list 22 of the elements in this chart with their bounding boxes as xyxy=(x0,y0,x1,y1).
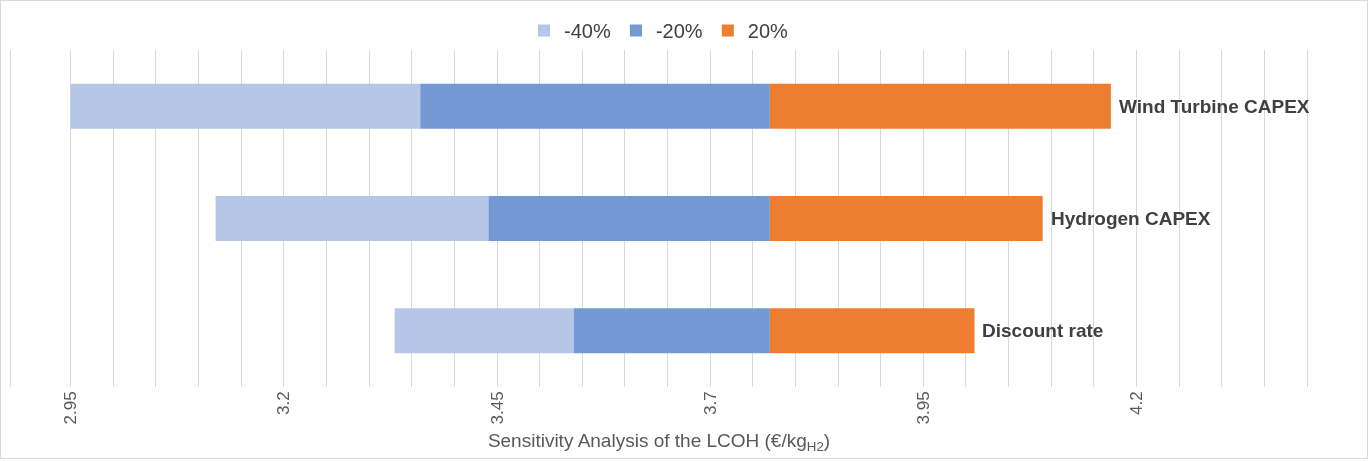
bar xyxy=(769,196,1043,241)
bar xyxy=(769,308,975,354)
y-tick-label: Wind Turbine CAPEX xyxy=(1119,96,1310,117)
x-tick-label: 3.7 xyxy=(700,391,720,416)
x-tick-label: 4.2 xyxy=(1126,391,1146,416)
x-tick-label: 3.2 xyxy=(274,391,294,416)
bar xyxy=(215,196,489,241)
x-axis-title: Sensitivity Analysis of the LCOH (€/kg$_{H2}$) xyxy=(487,430,831,455)
bar xyxy=(420,83,770,129)
bar xyxy=(769,83,1111,129)
y-tick-label: Hydrogen CAPEX xyxy=(1051,208,1211,229)
legend-label: -20% xyxy=(655,20,703,43)
bar xyxy=(394,308,574,354)
legend-label: 20% xyxy=(747,20,789,43)
bar xyxy=(573,308,770,354)
bar xyxy=(70,83,421,129)
x-tick-label: 3.45 xyxy=(487,391,507,425)
bar xyxy=(488,196,770,241)
x-tick-label: 3.95 xyxy=(913,391,933,425)
legend-label: -40% xyxy=(564,20,611,43)
y-tick-label: Discount rate xyxy=(982,320,1104,341)
x-tick-label: 2.95 xyxy=(61,391,81,425)
